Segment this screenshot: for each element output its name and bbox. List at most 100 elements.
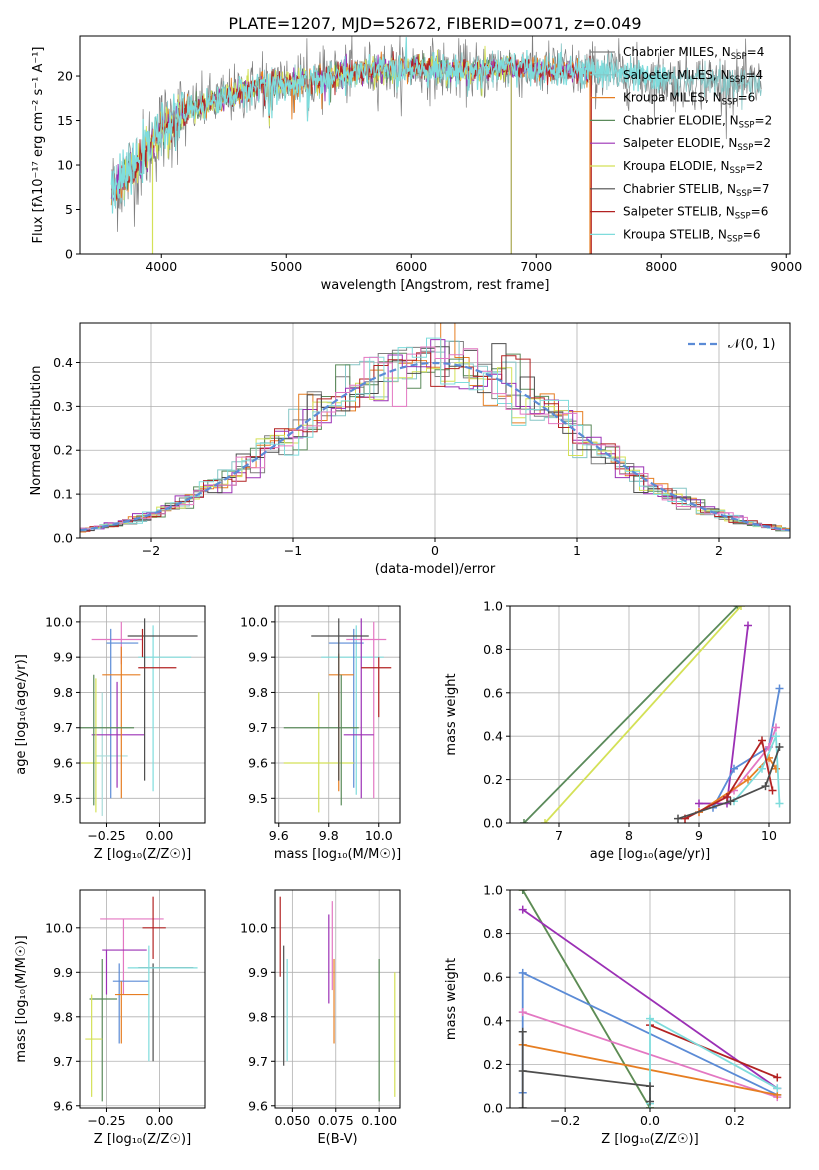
y-axis-label: Flux [fλ10⁻¹⁷ erg cm⁻² s⁻¹ A⁻¹] <box>31 47 46 244</box>
legend-label-text: Kroupa ELODIE, N <box>623 159 730 173</box>
y-tick-label: 10.0 <box>240 920 268 935</box>
y-tick-label: 0.0 <box>483 816 503 831</box>
weight-marker <box>723 792 731 801</box>
y-tick-label: 9.5 <box>248 791 268 806</box>
weight-marker <box>768 786 777 795</box>
x-tick-label: 9.6 <box>269 828 289 843</box>
weight-marker <box>737 606 745 610</box>
residual-histogram <box>80 337 790 532</box>
axes-frame <box>79 605 206 824</box>
weight-marker <box>518 968 527 977</box>
y-tick-label: 0.0 <box>483 1101 503 1116</box>
x-tick-label: 2 <box>715 543 723 558</box>
x-tick-label: −2 <box>142 543 160 558</box>
plot-area-Z-vs-age <box>80 618 198 816</box>
x-tick-label: 10 <box>761 828 777 843</box>
legend-label-sub: SSP <box>731 52 747 62</box>
weight-series <box>699 625 749 805</box>
x-tick-label: 9 <box>695 828 703 843</box>
axes-frame <box>509 605 791 824</box>
y-tick-label: 5 <box>65 202 73 217</box>
y-tick-label: 1.0 <box>483 883 503 898</box>
x-tick-label: 0.00 <box>146 1113 174 1128</box>
y-tick-label: 10.0 <box>45 920 73 935</box>
panel-Z-vs-age: −0.25 0.00 9.5 9.6 9.7 9.8 9.9 10.0 Z [log₁₀(Z/Z… <box>14 605 206 862</box>
weight-marker <box>646 1014 654 1023</box>
weight-marker <box>758 736 766 745</box>
axes-frame <box>274 889 401 1109</box>
plot-area-spectrum <box>110 36 762 254</box>
y-tick-label: 1.0 <box>483 599 503 614</box>
legend-label: Chabrier STELIB, NSSP=7 <box>623 182 770 199</box>
y-tick-label: 0.2 <box>53 443 73 458</box>
weight-series <box>677 746 781 820</box>
x-tick-label: 7 <box>555 828 563 843</box>
weight-series <box>521 890 651 1108</box>
plot-area-EBV-vs-mass <box>279 896 396 1102</box>
plot-area-age-vs-weight <box>520 606 784 823</box>
legend-label-text: Chabrier MILES, N <box>623 45 731 59</box>
y-tick-label: 0.1 <box>53 487 73 502</box>
figure-title: PLATE=1207, MJD=52672, FIBERID=0071, z=0… <box>228 14 641 33</box>
y-tick-label: 9.7 <box>53 1054 73 1069</box>
legend-label-tail: =7 <box>752 182 770 196</box>
weight-series <box>684 738 774 820</box>
x-tick-label: 0.075 <box>318 1113 354 1128</box>
weight-marker <box>758 764 766 773</box>
legend-label-text: Chabrier STELIB, N <box>623 182 736 196</box>
y-tick-label: 9.7 <box>53 720 73 735</box>
axes-frame <box>274 605 401 824</box>
weight-marker <box>518 1104 527 1108</box>
y-tick-label: 0.3 <box>53 399 73 414</box>
y-tick-label: 9.7 <box>248 1054 268 1069</box>
y-axis-label: mass weight <box>444 958 459 1040</box>
y-tick-label: 0.4 <box>483 1013 503 1028</box>
y-tick-label: 0.8 <box>483 642 503 657</box>
x-axis-label: wavelength [Angstrom, rest frame] <box>321 278 550 293</box>
weight-marker <box>761 782 770 791</box>
panel-Z-vs-mass: −0.25 0.00 9.6 9.7 9.8 9.9 10.0 Z [log₁₀(Z/Z☉)]… <box>14 889 206 1147</box>
y-tick-label: 20 <box>57 69 73 84</box>
y-axis-label: Normed distribution <box>29 366 44 496</box>
y-tick-label: 9.6 <box>53 1098 73 1113</box>
y-tick-label: 9.9 <box>248 965 268 980</box>
y-axis-label: mass weight <box>444 673 459 755</box>
y-tick-label: 0.6 <box>483 970 503 985</box>
y-tick-label: 0.2 <box>483 772 503 787</box>
axes-frame <box>79 35 791 255</box>
legend-label-text: Salpeter STELIB, N <box>623 205 735 219</box>
legend-label-sub: SSP <box>730 166 746 176</box>
x-tick-label: 0.0 <box>640 1113 660 1128</box>
y-tick-label: 9.8 <box>248 1009 268 1024</box>
panel-EBV-vs-mass: 0.050 0.075 0.100 9.6 9.7 9.8 9.9 10.0 E(B-V) <box>240 889 401 1147</box>
x-axis-label: Z [log₁₀(Z/Z☉)] <box>601 1132 698 1147</box>
weight-marker <box>773 1073 782 1082</box>
legend-label-sub: SSP <box>739 120 755 130</box>
y-tick-label: 0.0 <box>53 531 73 546</box>
x-tick-label: 9.8 <box>319 828 339 843</box>
x-tick-label: 0.00 <box>146 828 174 843</box>
weight-marker <box>744 775 752 784</box>
x-tick-label: 10.0 <box>365 828 393 843</box>
weight-marker <box>726 797 735 806</box>
x-tick-label: 0.2 <box>725 1113 745 1128</box>
legend-label-sub: SSP <box>737 143 753 153</box>
legend-label-sub: SSP <box>722 98 738 108</box>
y-tick-label: 9.8 <box>53 1009 73 1024</box>
legend-label-tail: =2 <box>745 159 763 173</box>
legend-label-sub: SSP <box>730 75 746 85</box>
legend-label-sub: SSP <box>736 189 752 199</box>
axes-frame <box>79 889 206 1109</box>
legend-label-tail: =4 <box>747 45 765 59</box>
legend-label-tail: =6 <box>743 227 761 241</box>
y-tick-label: 9.8 <box>53 685 73 700</box>
plot-area-Z-vs-weight <box>518 890 782 1108</box>
plot-area-residuals <box>80 323 790 533</box>
x-tick-label: 5000 <box>270 259 302 274</box>
x-tick-label: 8000 <box>645 259 677 274</box>
residual-histogram <box>80 340 790 531</box>
legend-label: Salpeter STELIB, NSSP=6 <box>623 205 768 222</box>
weight-marker <box>518 905 527 914</box>
y-tick-label: 0.4 <box>53 355 73 370</box>
